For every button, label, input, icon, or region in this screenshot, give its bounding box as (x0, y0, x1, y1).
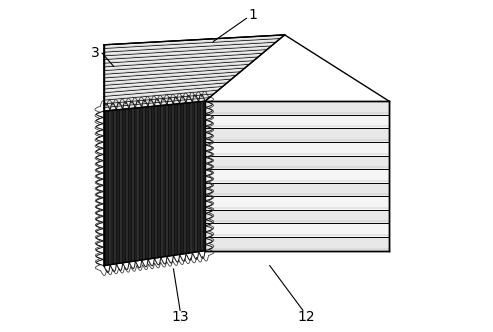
Polygon shape (205, 156, 389, 169)
Polygon shape (205, 101, 389, 115)
Text: 1: 1 (248, 8, 257, 22)
Polygon shape (104, 35, 284, 111)
Polygon shape (205, 101, 389, 251)
Polygon shape (205, 196, 389, 210)
Polygon shape (205, 128, 389, 142)
Text: 3: 3 (91, 46, 100, 60)
Polygon shape (205, 183, 389, 196)
Polygon shape (205, 210, 389, 223)
Polygon shape (205, 115, 389, 128)
Polygon shape (205, 142, 389, 156)
Polygon shape (205, 223, 389, 237)
Polygon shape (104, 101, 205, 266)
Polygon shape (205, 169, 389, 183)
Polygon shape (205, 237, 389, 251)
Text: 13: 13 (171, 310, 189, 324)
Text: 12: 12 (297, 310, 315, 324)
